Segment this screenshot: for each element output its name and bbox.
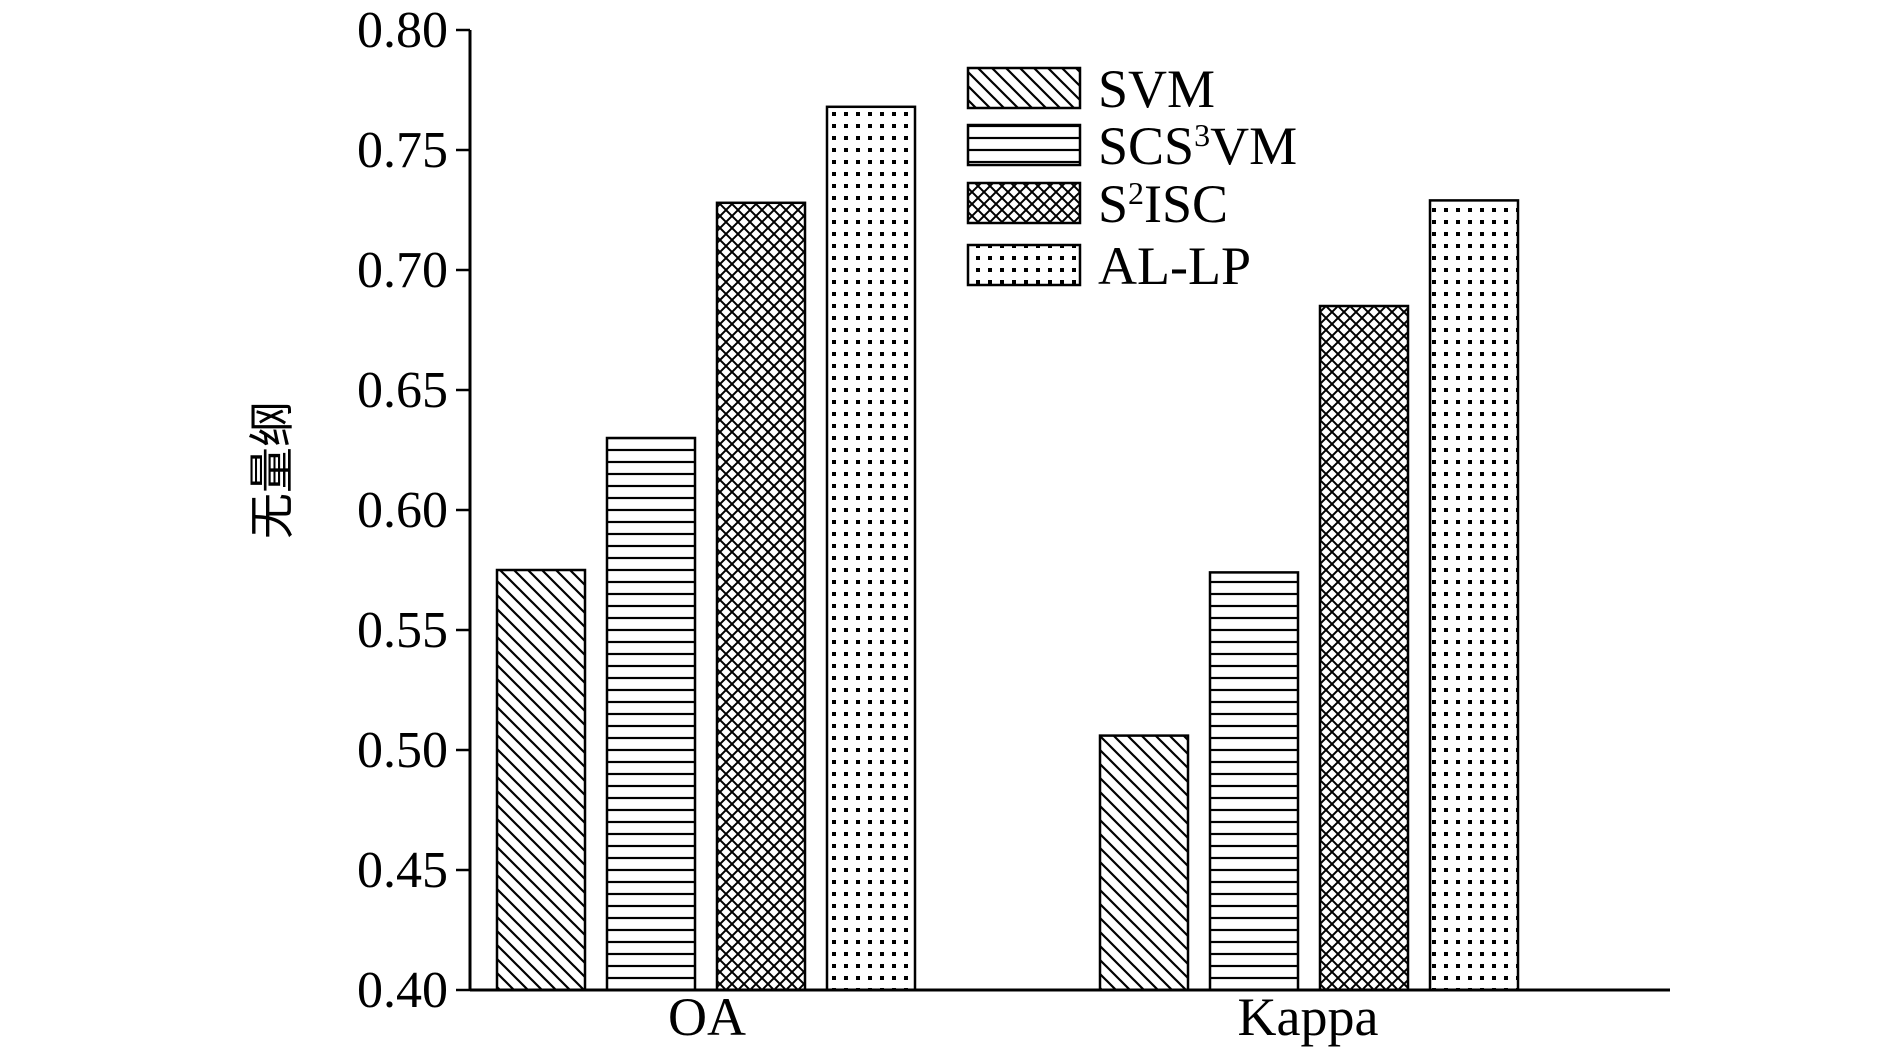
bar-oa-sisc [715,201,807,992]
bar-kappa-sisc [1318,304,1410,992]
bars-group [495,105,1520,992]
bar-kappa-svm [1098,734,1190,992]
x-axis-categories: OA Kappa [668,987,1378,1047]
legend-label: SCS3VM [1098,116,1297,176]
y-tick-label: 0.45 [357,842,448,899]
bar-oa-allp [825,105,917,992]
legend-swatch [966,243,1082,287]
bar-kappa-scsvm [1208,571,1300,992]
legend-label: S2ISC [1098,174,1228,234]
legend-swatch [966,123,1082,167]
y-tick-label: 0.80 [357,2,448,59]
bar-oa-svm [495,568,587,992]
y-tick-label: 0.55 [357,602,448,659]
bar-oa-scsvm [605,436,697,992]
y-tick-label: 0.70 [357,242,448,299]
legend-label: AL-LP [1098,236,1251,296]
y-tick-label: 0.50 [357,722,448,779]
x-category-label: OA [668,987,746,1047]
legend-label: SVM [1098,59,1215,119]
x-category-label: Kappa [1238,987,1379,1047]
y-tick-label: 0.65 [357,362,448,419]
y-tick-label: 0.40 [357,962,448,1019]
y-axis-ticks: 0.40 0.45 0.50 0.55 0.60 0.65 0.70 0.75 0.80 [357,2,470,1019]
legend-swatch [966,66,1082,110]
axes [468,30,1670,992]
y-tick-label: 0.60 [357,482,448,539]
y-axis-label: 无量纲 [245,401,299,539]
bar-kappa-allp [1428,199,1520,992]
legend-swatch [966,181,1082,225]
y-tick-label: 0.75 [357,122,448,179]
